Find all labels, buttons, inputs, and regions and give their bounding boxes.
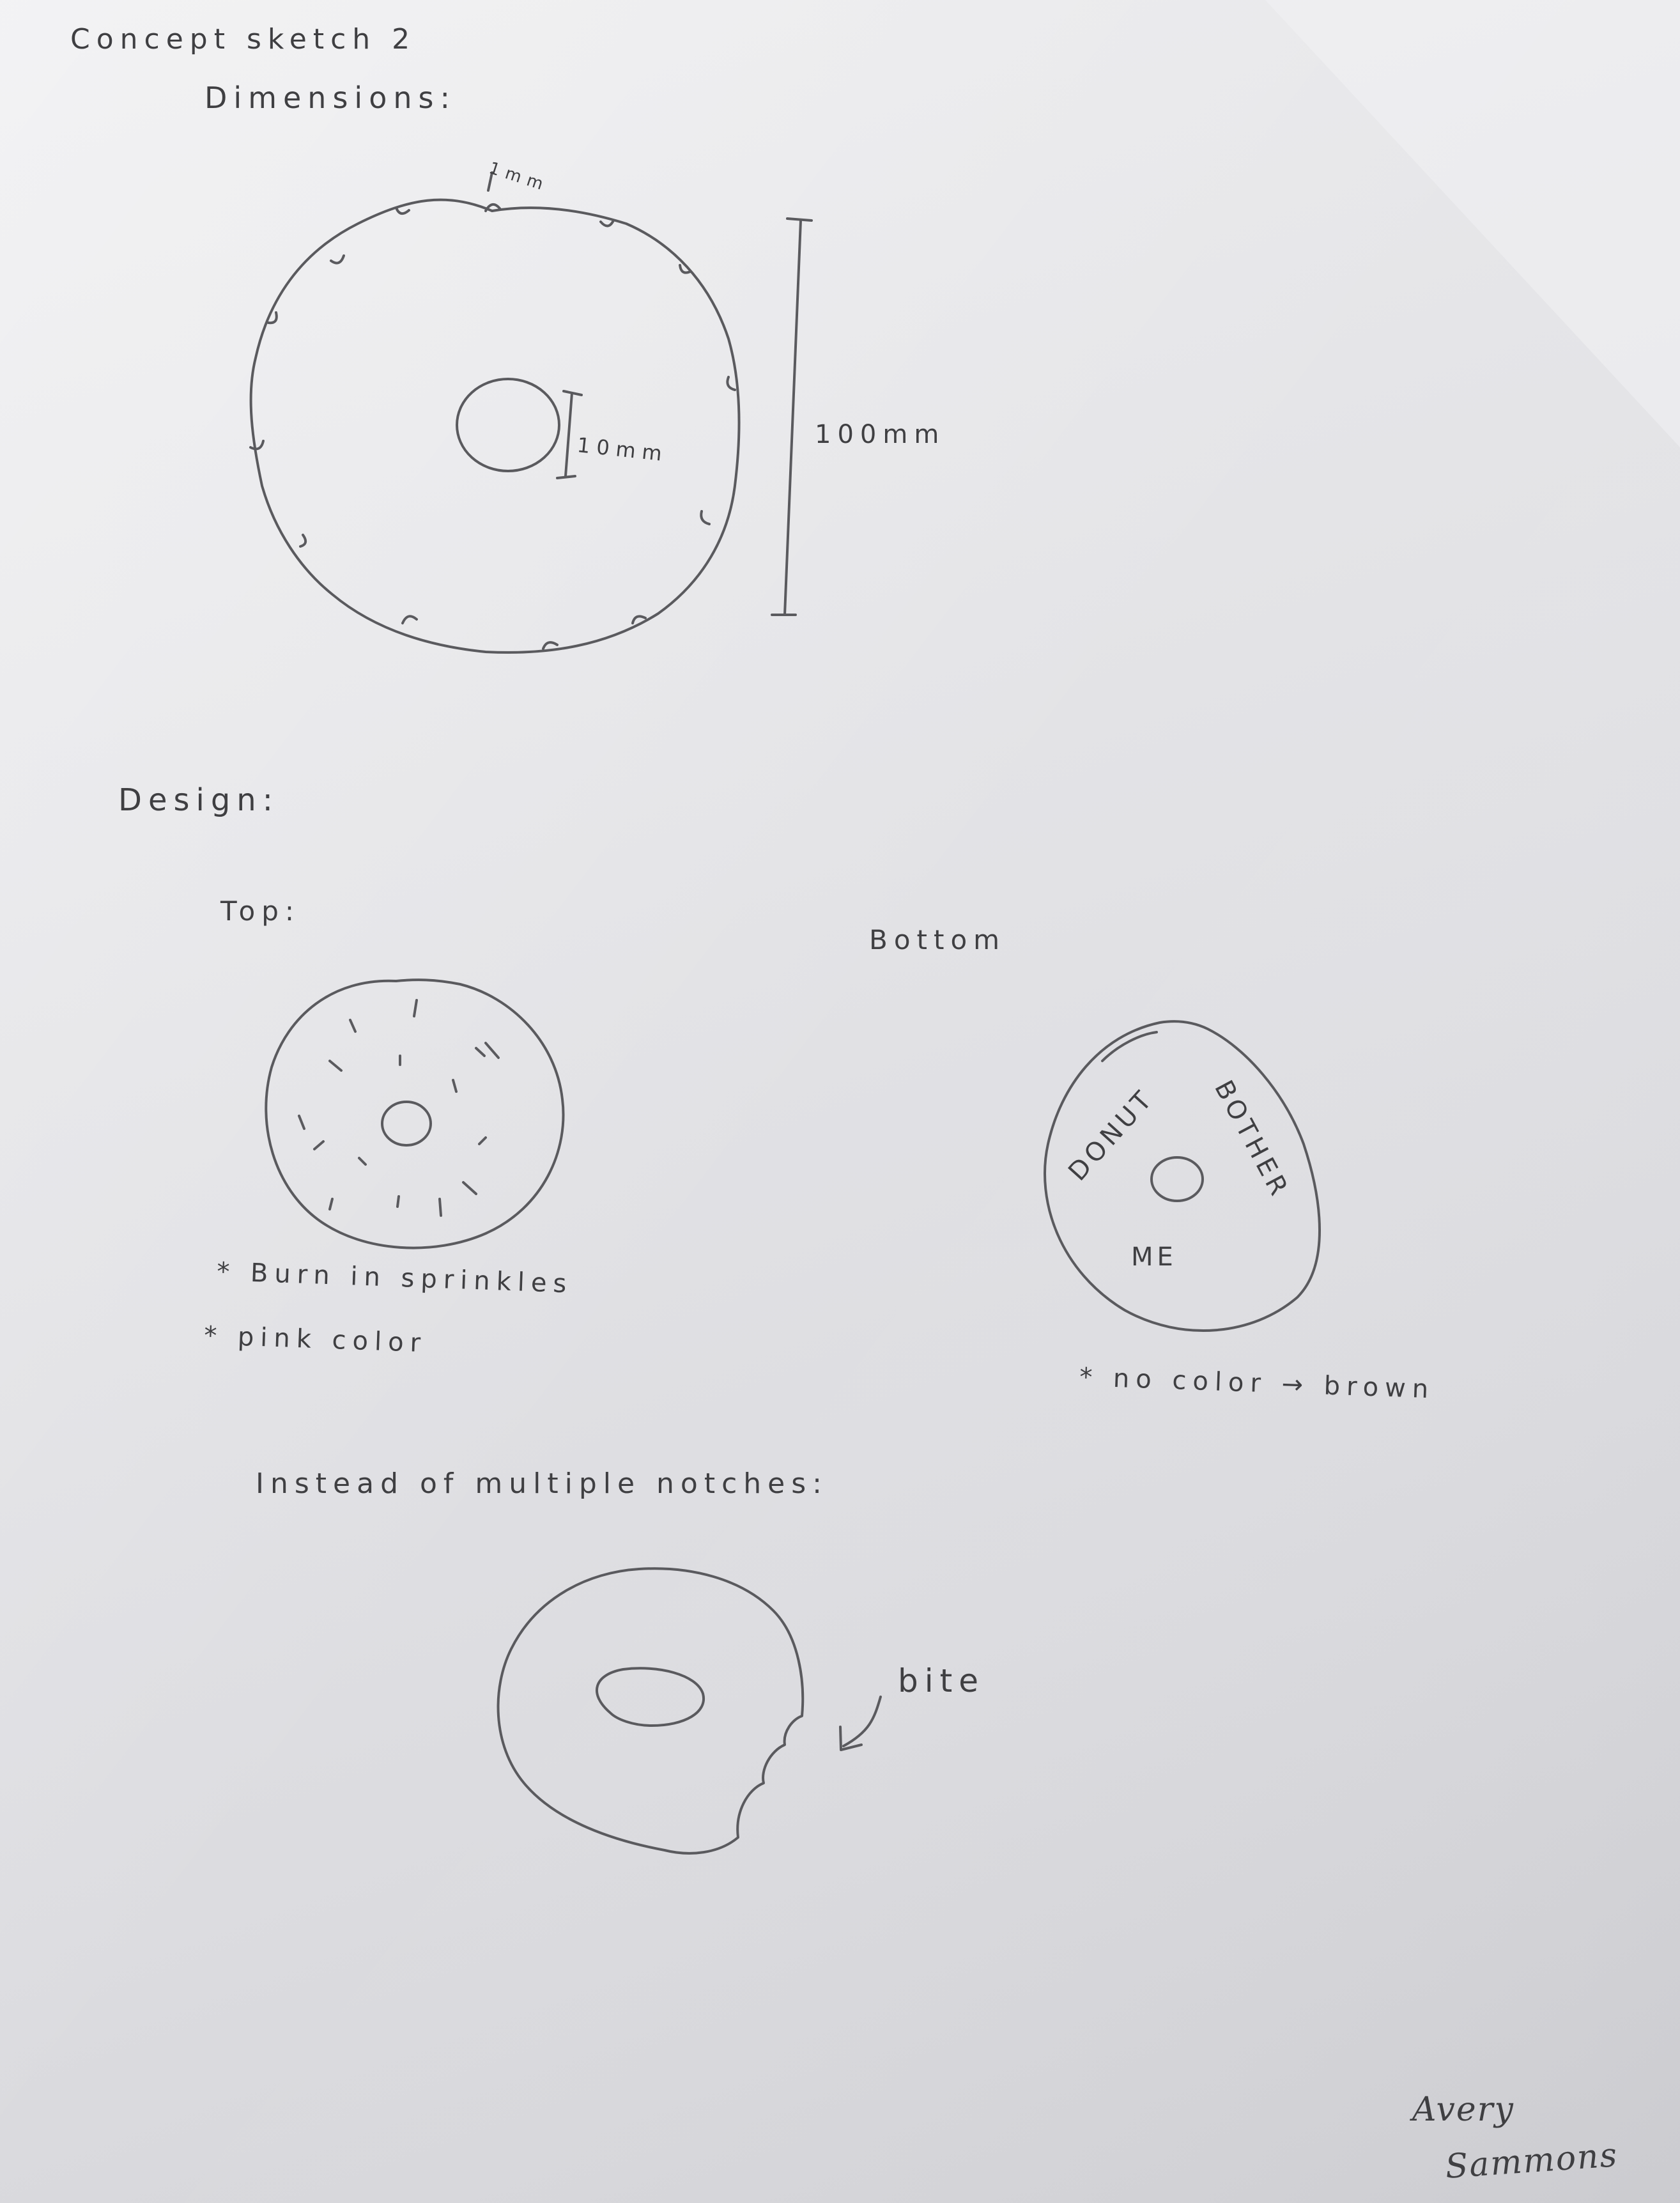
notch [299, 534, 307, 548]
notch [395, 206, 410, 215]
notch [330, 254, 345, 265]
bite-label: bite [898, 1662, 985, 1699]
sprinkle [462, 1181, 477, 1195]
notch [599, 219, 615, 228]
dimensions-label: Dimensions: [204, 81, 456, 115]
bottom-disc-inner-arc [1101, 1031, 1158, 1062]
sprinkle [396, 1195, 400, 1208]
top-view-label: Top: [220, 895, 301, 927]
sprinkle [349, 1019, 357, 1033]
sprinkle [484, 1042, 500, 1059]
sprinkle [475, 1047, 486, 1057]
bottom-design-drawing: DONUT BOTHER ME [1044, 1020, 1321, 1332]
diameter-dimension-cap [786, 217, 813, 222]
notch [249, 440, 265, 451]
design-heading: Design: [118, 782, 279, 818]
sprinkle [328, 1060, 343, 1072]
notched-disc-outline [249, 198, 741, 654]
arrow-shaft [842, 1696, 882, 1747]
sprinkle [478, 1136, 487, 1145]
top-design-drawing [265, 978, 565, 1249]
sprinkle [328, 1198, 334, 1210]
hole-dimension-line [564, 392, 573, 477]
arrow-head [839, 1726, 863, 1751]
diameter-dimension-line [783, 219, 802, 616]
hole-dimension-cap [562, 390, 583, 396]
notch [401, 615, 418, 624]
sprinkle [313, 1140, 325, 1150]
sprinkle [298, 1115, 305, 1130]
bitten-disc-outline [497, 1567, 805, 1855]
diameter-dimension-label: 100mm [815, 420, 946, 449]
top-note-color: * pink color [203, 1321, 428, 1359]
bottom-text-lower: ME [1131, 1242, 1177, 1272]
top-center-hole [381, 1101, 432, 1147]
page-title: Concept sketch 2 [70, 23, 417, 56]
top-disc-outline [265, 978, 565, 1249]
sprinkle [452, 1079, 458, 1093]
bite-design-drawing [497, 1567, 882, 1855]
bottom-text-left: DONUT [1063, 1083, 1160, 1187]
notch [700, 510, 711, 525]
bottom-disc-outline [1044, 1020, 1321, 1332]
alternative-heading: Instead of multiple notches: [256, 1467, 828, 1500]
hole-dimension-cap [556, 475, 576, 479]
sprinkle [438, 1198, 442, 1217]
bottom-text-right: BOTHER [1208, 1076, 1295, 1203]
center-hole [456, 378, 560, 472]
notch-dimension-tick [487, 171, 493, 192]
bottom-center-hole [1150, 1156, 1204, 1202]
notched-disc-drawing [249, 171, 813, 654]
notch [267, 311, 278, 325]
notch [484, 203, 501, 212]
sprinkle [413, 999, 418, 1017]
notch [542, 641, 559, 650]
signature-first-name: Avery [1412, 2091, 1514, 2129]
notch [631, 615, 647, 624]
notch [726, 376, 736, 391]
notch [679, 264, 691, 274]
inner-hole [595, 1667, 705, 1727]
sprinkle [358, 1157, 367, 1166]
bottom-view-label: Bottom [869, 924, 1006, 955]
